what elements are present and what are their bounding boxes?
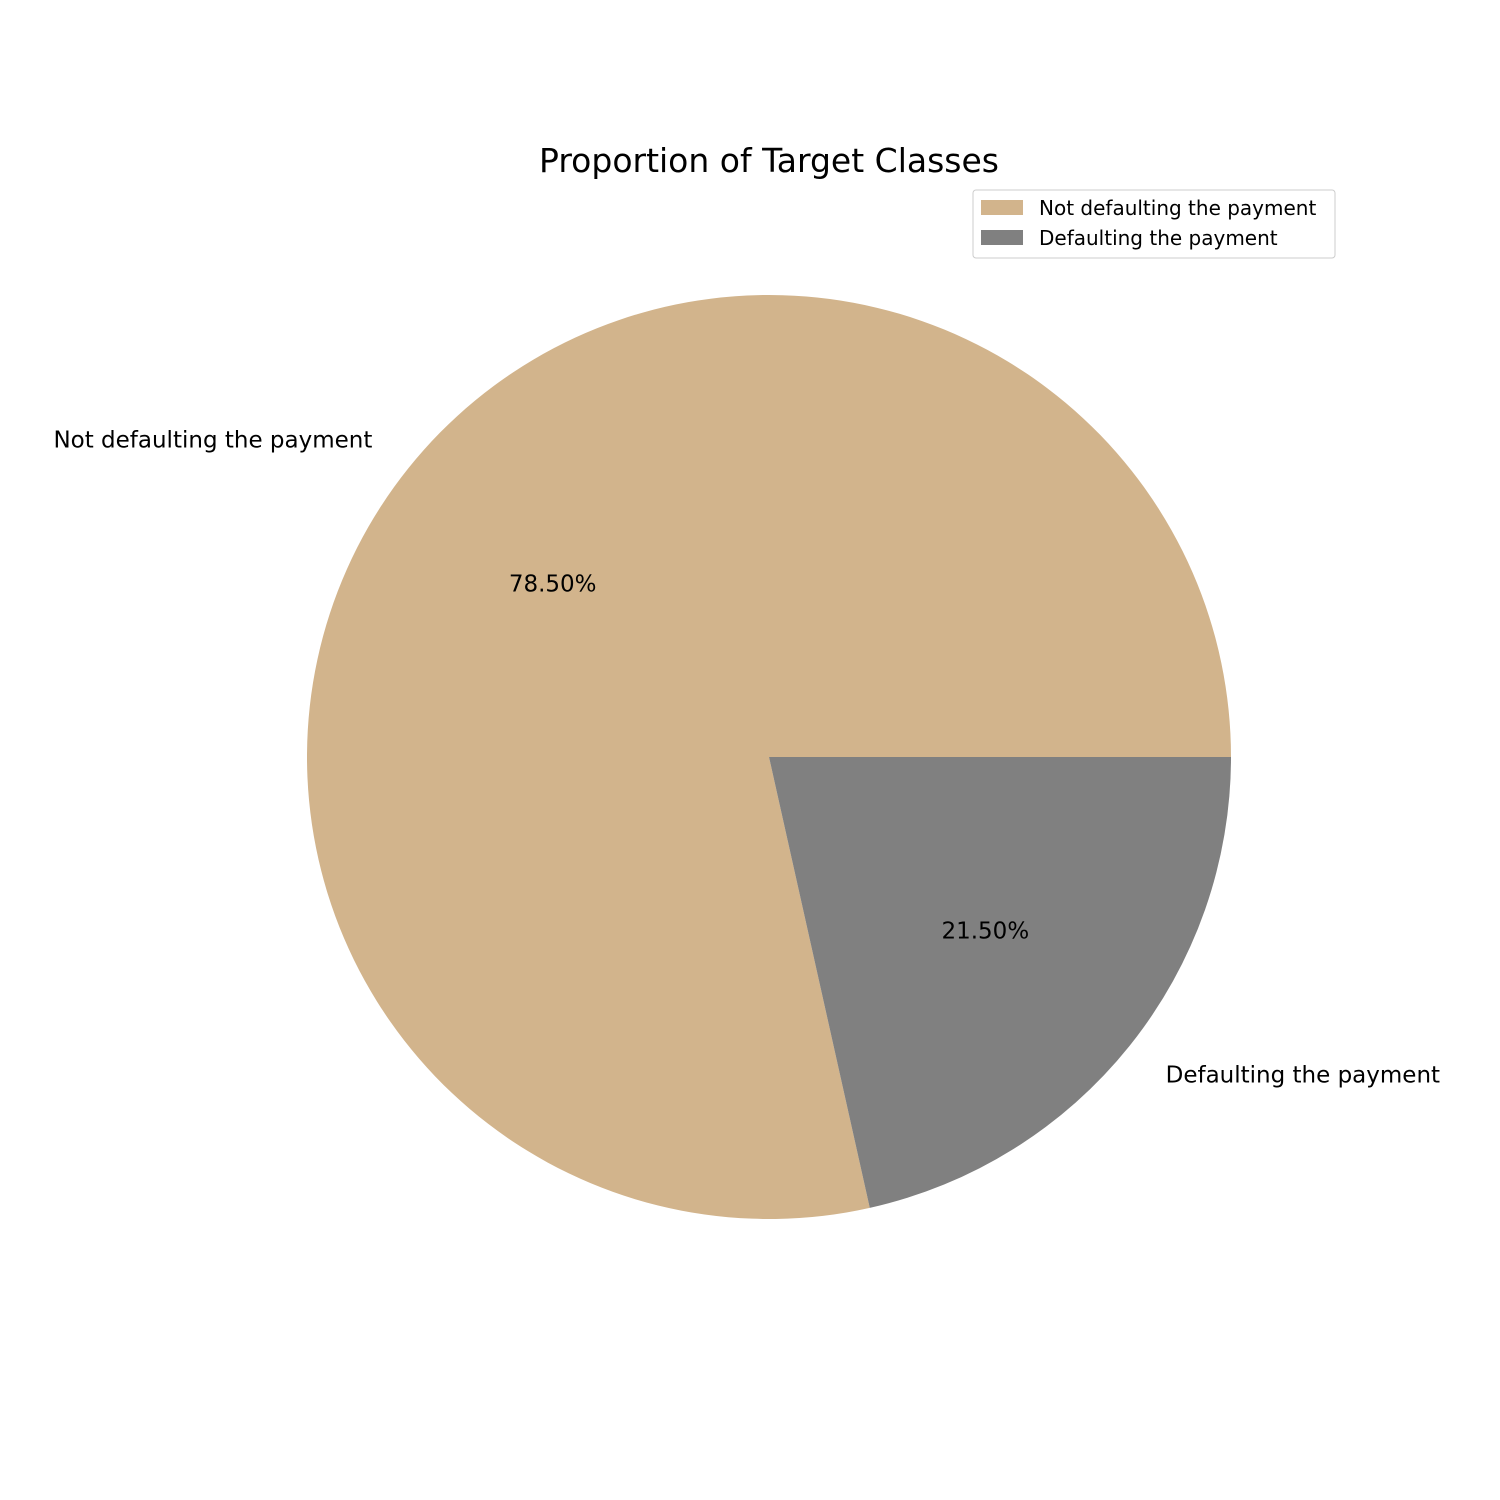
legend-label-not-defaulting: Not defaulting the payment xyxy=(1039,196,1316,220)
legend-swatch-defaulting xyxy=(981,230,1023,245)
pct-label-defaulting: 21.50% xyxy=(941,918,1029,944)
legend-label-defaulting: Defaulting the payment xyxy=(1039,226,1278,250)
pct-label-not-defaulting: 78.50% xyxy=(509,572,597,598)
slice-label-not-defaulting: Not defaulting the payment xyxy=(53,427,372,453)
legend: Not defaulting the payment Defaulting th… xyxy=(972,189,1336,259)
pie-slices xyxy=(307,294,1231,1220)
legend-frame xyxy=(972,189,1336,259)
slice-label-defaulting: Defaulting the payment xyxy=(1166,1063,1440,1089)
pie-labels: 78.50% Not defaulting the payment 21.50% De… xyxy=(53,427,1440,1088)
pie-slice-defaulting xyxy=(769,757,1231,1208)
chart-title: Proportion of Target Classes xyxy=(539,141,999,180)
legend-swatch-not-defaulting xyxy=(981,200,1023,215)
